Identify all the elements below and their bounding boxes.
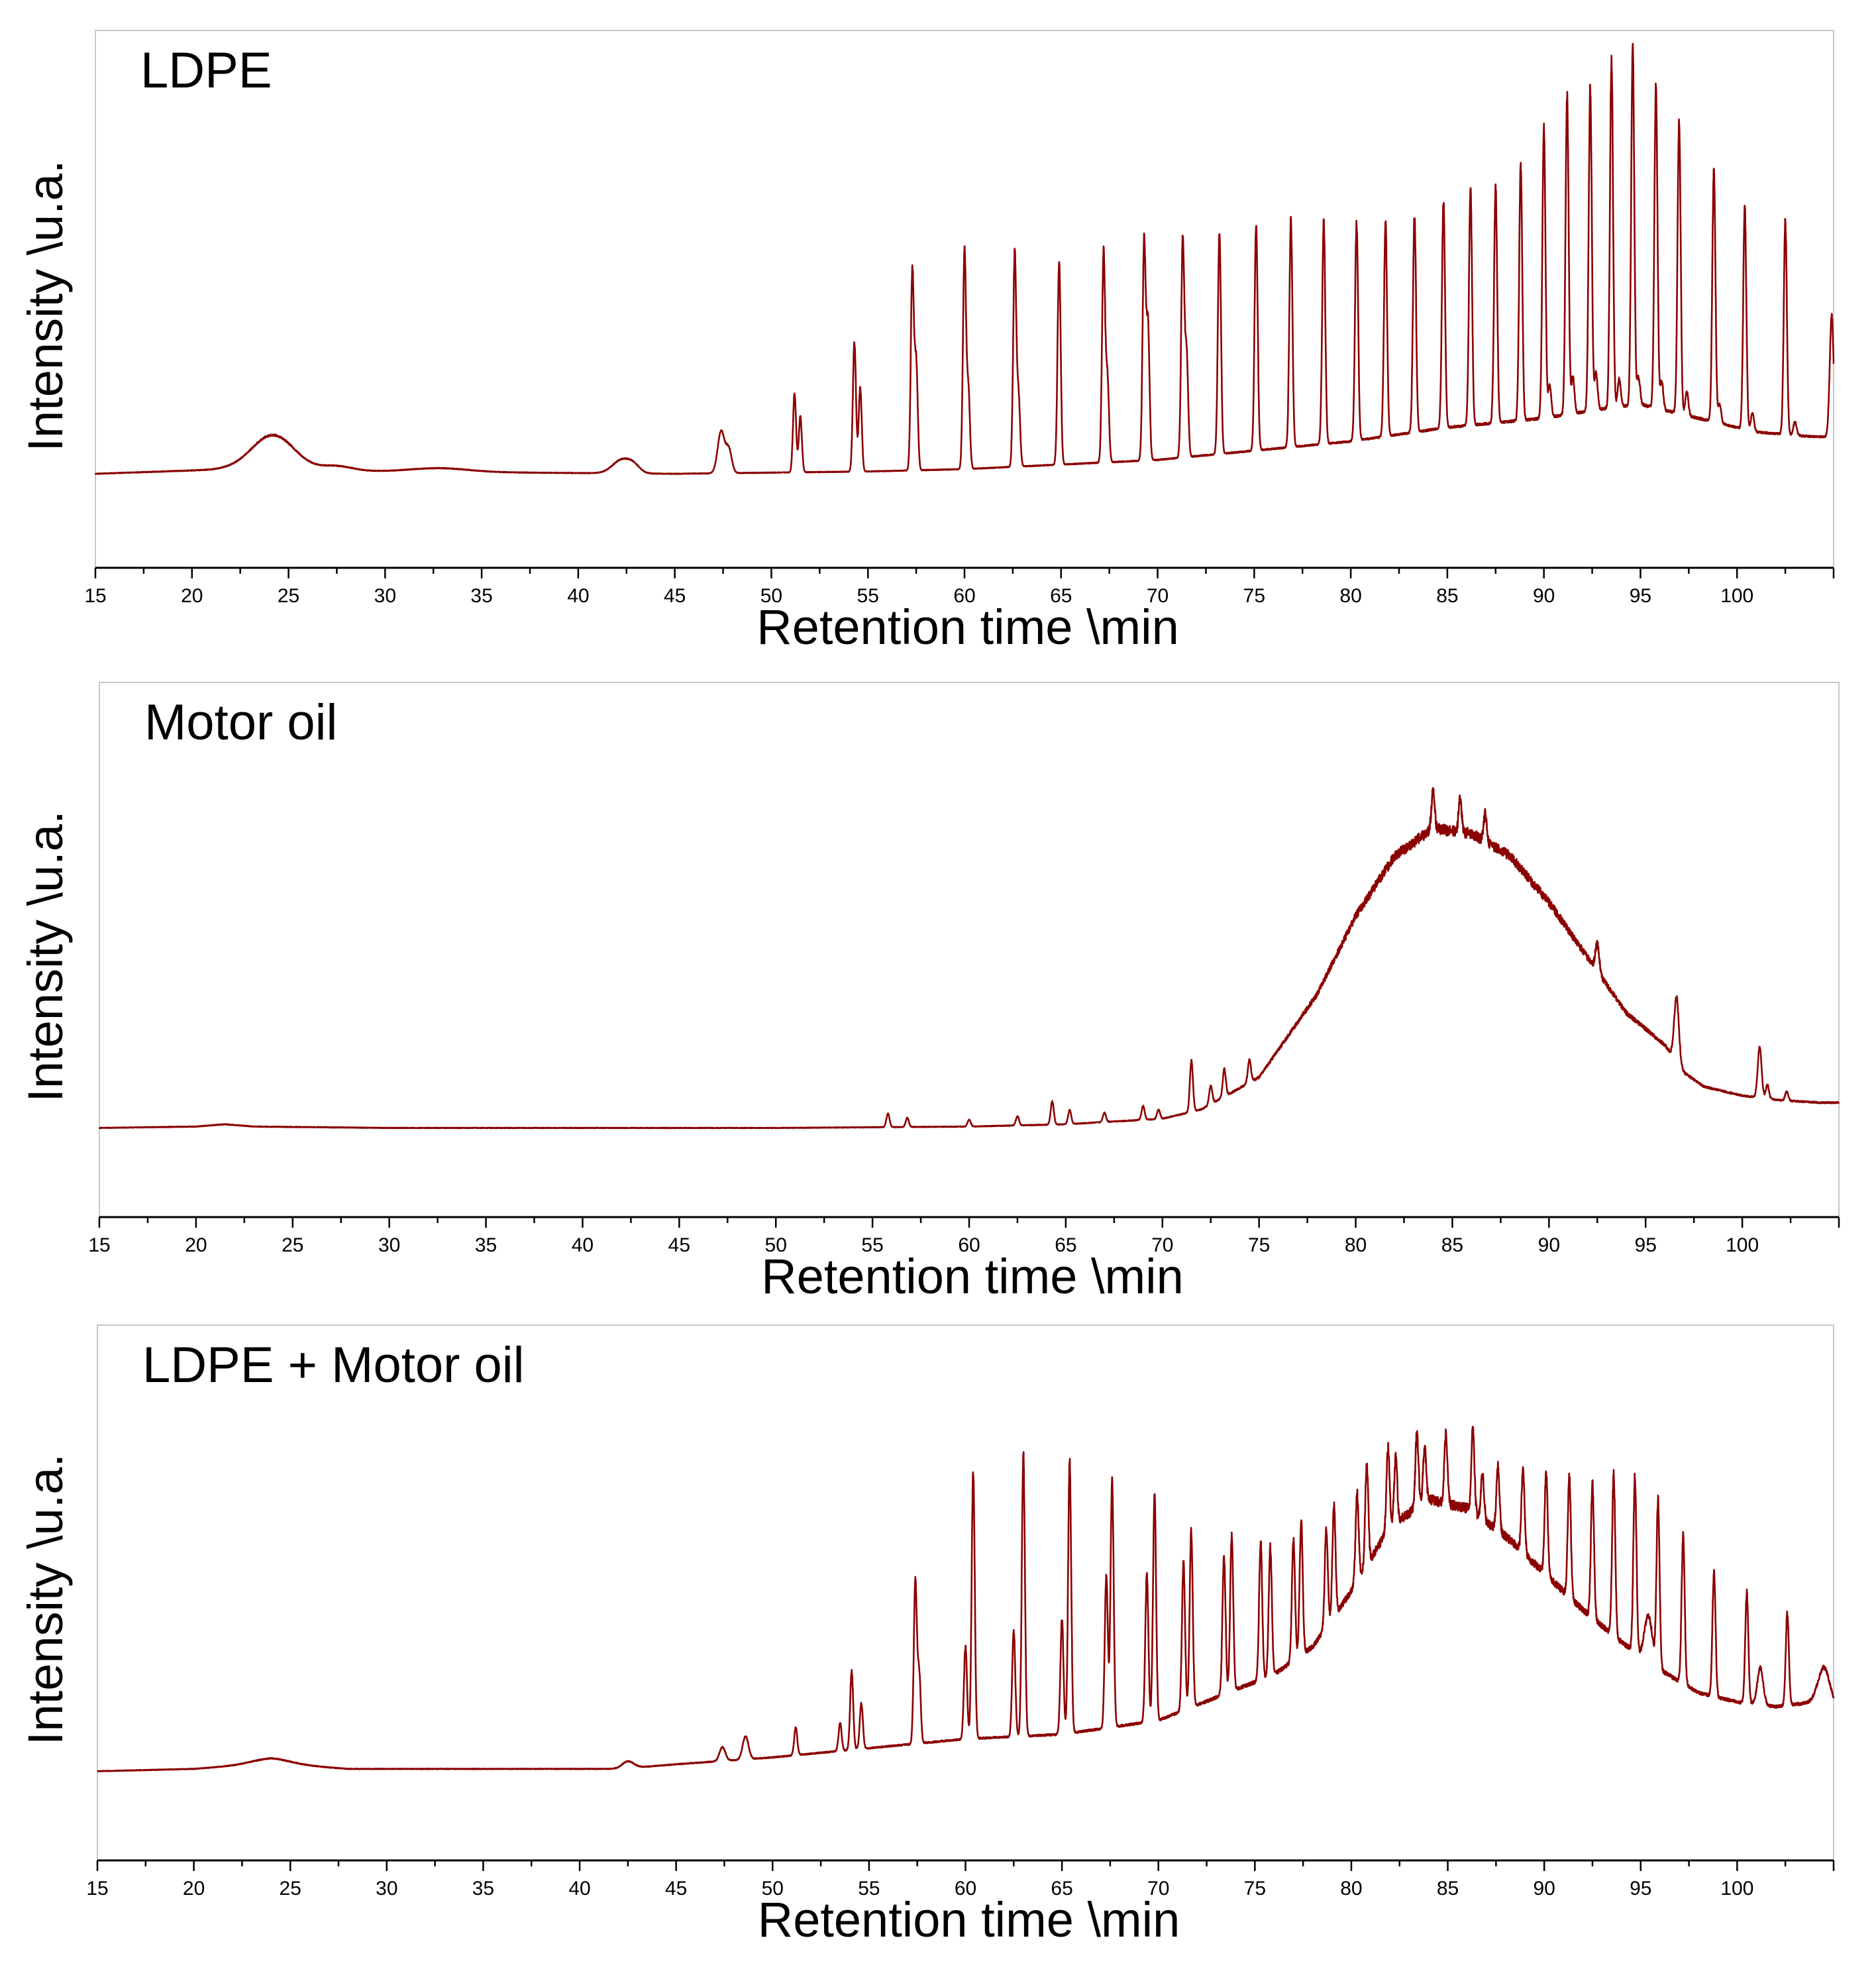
x-tick-label: 40 — [568, 1878, 590, 1900]
y-axis-label: Intensity \u.a. — [18, 160, 73, 451]
panel-title: LDPE — [140, 42, 272, 99]
x-tick-label: 50 — [765, 1234, 787, 1256]
x-tick-label: 85 — [1441, 1234, 1463, 1256]
panel-title: LDPE + Motor oil — [142, 1337, 525, 1393]
x-tick-label: 15 — [84, 585, 106, 607]
x-tick-label: 45 — [665, 1878, 687, 1900]
x-tick-label: 100 — [1726, 1234, 1759, 1256]
x-tick-label: 20 — [181, 585, 203, 607]
x-tick-label: 30 — [378, 1234, 400, 1256]
x-tick-label: 55 — [861, 1234, 883, 1256]
x-tick-label: 55 — [858, 1878, 880, 1900]
x-tick-label: 95 — [1630, 585, 1651, 607]
x-axis-label: Retention time \min — [761, 1249, 1184, 1304]
x-tick-label: 100 — [1720, 1878, 1753, 1900]
x-tick-label: 45 — [668, 1234, 690, 1256]
x-tick-label: 25 — [278, 585, 299, 607]
x-tick-label: 25 — [282, 1234, 303, 1256]
x-axis-label: Retention time \min — [756, 600, 1179, 655]
y-axis-label: Intensity \u.a. — [18, 1454, 73, 1745]
x-tick-label: 80 — [1339, 585, 1361, 607]
y-axis-label: Intensity \u.a. — [18, 810, 73, 1102]
chart-panel-ldpe-motor-oil: 15 20 25 30 35 40 45 50 55 60 65 70 75 80 85 90 95 100 Ret… — [18, 1324, 1835, 1947]
x-tick-label: 90 — [1533, 585, 1555, 607]
x-tick-label: 35 — [475, 1234, 497, 1256]
x-tick-label: 75 — [1244, 1878, 1266, 1900]
x-tick-label: 45 — [664, 585, 686, 607]
x-tick-label: 50 — [760, 585, 782, 607]
x-tick-label: 35 — [472, 1878, 494, 1900]
x-tick-label: 95 — [1630, 1878, 1651, 1900]
x-tick-label: 60 — [958, 1234, 980, 1256]
x-axis-label: Retention time \min — [758, 1892, 1180, 1947]
x-tick-label: 30 — [374, 585, 396, 607]
x-tick-label: 95 — [1635, 1234, 1657, 1256]
x-tick-label: 15 — [86, 1878, 108, 1900]
x-tick-label: 75 — [1243, 585, 1265, 607]
x-tick-label: 25 — [280, 1878, 301, 1900]
x-tick-label: 80 — [1345, 1234, 1367, 1256]
x-tick-label: 70 — [1147, 1878, 1169, 1900]
x-tick-label: 80 — [1340, 1878, 1362, 1900]
x-tick-label: 20 — [185, 1234, 207, 1256]
x-tick-label: 20 — [183, 1878, 205, 1900]
x-tick-label: 65 — [1051, 1878, 1072, 1900]
x-tick-label: 40 — [572, 1234, 594, 1256]
x-tick-label: 100 — [1720, 585, 1753, 607]
x-tick-label: 70 — [1151, 1234, 1173, 1256]
x-tick-label: 60 — [955, 1878, 976, 1900]
x-tick-label: 60 — [953, 585, 975, 607]
x-tick-label: 70 — [1147, 585, 1169, 607]
chromatogram-trace — [98, 786, 1840, 1130]
plot-frame — [95, 30, 1834, 568]
x-tick-label: 30 — [376, 1878, 397, 1900]
x-tick-label: 75 — [1248, 1234, 1270, 1256]
panel-title: Motor oil — [144, 694, 337, 751]
x-tick-label: 85 — [1436, 585, 1458, 607]
x-tick-label: 65 — [1050, 585, 1072, 607]
x-tick-label: 40 — [567, 585, 589, 607]
x-tick-label: 85 — [1437, 1878, 1459, 1900]
x-tick-label: 50 — [762, 1878, 784, 1900]
x-tick-label: 55 — [857, 585, 879, 607]
plot-frame — [99, 682, 1840, 1218]
x-tick-label: 15 — [88, 1234, 110, 1256]
chart-panel-motor-oil: 15 20 25 30 35 40 45 50 55 60 65 70 75 80 85 90 95 100 Ret… — [18, 682, 1840, 1304]
x-tick-label: 90 — [1538, 1234, 1560, 1256]
x-tick-label: 90 — [1533, 1878, 1555, 1900]
x-tick-label: 65 — [1055, 1234, 1076, 1256]
x-tick-label: 35 — [470, 585, 492, 607]
chromatogram-trace — [94, 42, 1835, 475]
chromatogram-trace — [97, 1426, 1835, 1772]
chart-panel-ldpe: 15 20 25 30 35 40 45 50 55 60 65 70 75 80 85 90 95 100 Ret… — [18, 30, 1835, 655]
